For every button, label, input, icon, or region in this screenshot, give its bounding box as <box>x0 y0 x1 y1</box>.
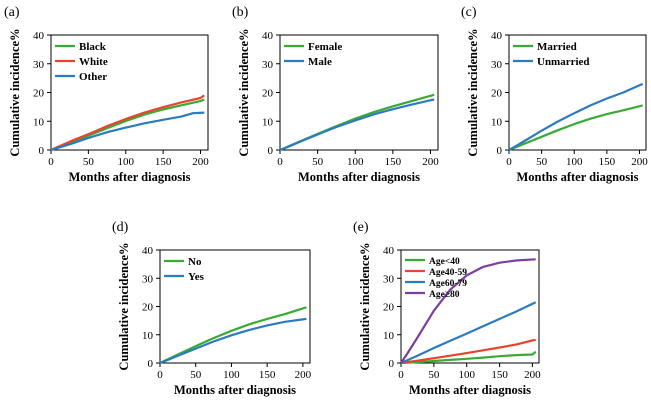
y-axis-title: Cumulative incidence% <box>237 28 251 156</box>
legend-entry: Other <box>79 71 107 83</box>
x-tick-label: 100 <box>223 369 240 381</box>
panel-label: (d) <box>112 220 129 235</box>
legend-entry: Black <box>79 41 107 53</box>
y-tick-label: 0 <box>497 145 503 157</box>
x-tick-label: 200 <box>524 369 541 381</box>
legend-entry: Female <box>308 41 342 53</box>
x-tick-label: 50 <box>190 369 202 381</box>
legend-entry: Yes <box>188 271 205 283</box>
y-axis-title: Cumulative incidence% <box>117 242 131 370</box>
y-tick-label: 10 <box>142 330 154 342</box>
x-tick-label: 0 <box>48 156 54 168</box>
y-tick-label: 10 <box>262 116 274 128</box>
legend-entry: Age<40 <box>429 257 460 267</box>
y-tick-label: 40 <box>262 30 274 42</box>
y-tick-label: 40 <box>33 30 45 42</box>
y-tick-label: 0 <box>148 358 154 370</box>
x-tick-label: 0 <box>398 369 404 381</box>
y-tick-label: 30 <box>383 273 395 285</box>
panel-e: (e) 0 10 20 30 40 0 50 100 150 200 Months after dia… <box>353 220 541 397</box>
x-tick-label: 0 <box>506 156 512 168</box>
x-tick-label: 200 <box>631 156 648 168</box>
y-tick-label: 40 <box>142 245 154 257</box>
legend-entry: Age≥80 <box>429 290 460 300</box>
y-tick-label: 20 <box>491 88 503 100</box>
x-tick-label: 150 <box>155 156 172 168</box>
y-tick-label: 10 <box>491 116 503 128</box>
x-tick-label: 50 <box>536 156 548 168</box>
x-tick-label: 100 <box>458 369 475 381</box>
panel-c: (c) 0 10 20 30 40 0 50 100 150 200 Months after dia… <box>461 5 648 184</box>
y-tick-label: 0 <box>268 145 274 157</box>
series-line-age60-79 <box>400 301 537 365</box>
x-axis-title: Months after diagnosis <box>174 383 296 397</box>
panel-label: (a) <box>4 5 20 20</box>
y-tick-label: 10 <box>383 330 395 342</box>
legend-entry: Age40-59 <box>429 268 467 278</box>
y-tick-label: 30 <box>491 59 503 71</box>
series-line-age-80 <box>400 258 536 364</box>
plot-frame <box>400 249 540 364</box>
x-axis-title: Months after diagnosis <box>298 170 420 184</box>
panel-label: (b) <box>232 5 249 20</box>
legend-entry: No <box>188 256 202 268</box>
plot-frame <box>50 34 209 151</box>
x-tick-label: 50 <box>312 156 324 168</box>
y-tick-label: 10 <box>33 116 45 128</box>
y-tick-label: 20 <box>142 302 154 314</box>
y-tick-label: 40 <box>491 30 503 42</box>
x-tick-label: 150 <box>259 369 276 381</box>
y-axis-title: Cumulative incidence% <box>466 28 480 156</box>
y-tick-label: 20 <box>33 88 45 100</box>
legend-entry: Unmarried <box>537 56 590 68</box>
series-line-other <box>50 111 205 152</box>
x-tick-label: 50 <box>83 156 95 168</box>
y-tick-label: 40 <box>383 245 395 257</box>
series-line-female <box>279 93 435 152</box>
x-tick-label: 200 <box>295 369 312 381</box>
x-tick-label: 100 <box>566 156 583 168</box>
x-tick-label: 150 <box>385 156 402 168</box>
y-axis-title: Cumulative incidence% <box>8 28 22 156</box>
y-tick-label: 0 <box>389 358 395 370</box>
panel-label: (c) <box>461 5 477 20</box>
y-tick-label: 30 <box>142 273 154 285</box>
x-tick-label: 100 <box>118 156 135 168</box>
legend-entry: Male <box>308 56 332 68</box>
plot-frame <box>159 249 311 364</box>
y-tick-label: 20 <box>383 302 395 314</box>
series-line-age40-59 <box>400 338 536 365</box>
panel-label: (e) <box>353 220 369 235</box>
x-tick-label: 50 <box>428 369 440 381</box>
x-tick-label: 200 <box>422 156 439 168</box>
x-tick-label: 0 <box>157 369 163 381</box>
y-tick-label: 30 <box>262 59 274 71</box>
series-line-unmarried <box>508 82 644 151</box>
series-line-married <box>508 104 643 152</box>
x-tick-label: 150 <box>599 156 616 168</box>
x-axis-title: Months after diagnosis <box>409 383 531 397</box>
legend-entry: Married <box>537 41 577 53</box>
series-line-white <box>50 94 205 152</box>
series-line-male <box>279 98 435 152</box>
y-tick-label: 0 <box>39 145 45 157</box>
y-tick-label: 20 <box>262 88 274 100</box>
y-axis-title: Cumulative incidence% <box>358 242 372 370</box>
x-axis-title: Months after diagnosis <box>68 170 190 184</box>
y-tick-label: 30 <box>33 59 45 71</box>
x-tick-label: 100 <box>347 156 364 168</box>
series-line-yes <box>159 317 307 365</box>
x-tick-label: 150 <box>491 369 508 381</box>
x-axis-title: Months after diagnosis <box>516 170 638 184</box>
legend-entry: Age60-79 <box>429 279 467 289</box>
x-tick-label: 200 <box>192 156 209 168</box>
series-line-age-40 <box>400 350 537 365</box>
plot-frame <box>279 34 439 151</box>
panel-d: (d) 0 10 20 30 40 0 50 100 150 200 Months after dia… <box>112 220 312 397</box>
x-tick-label: 0 <box>277 156 283 168</box>
legend-entry: White <box>79 56 108 68</box>
